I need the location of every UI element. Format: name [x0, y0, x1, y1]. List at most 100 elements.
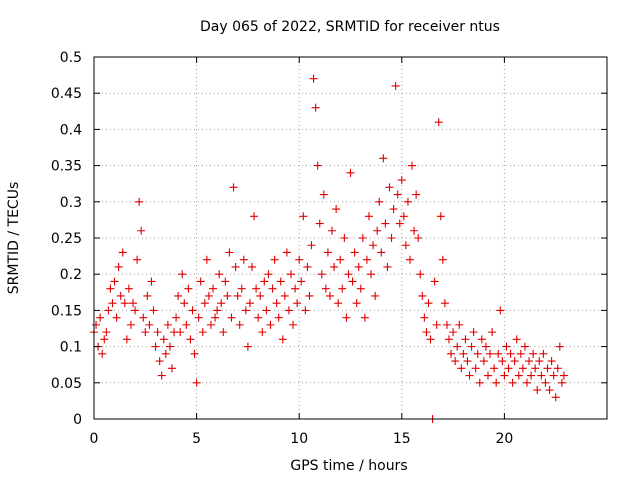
- data-point: [340, 234, 349, 242]
- data-point: [354, 262, 363, 271]
- data-point: [289, 320, 298, 329]
- data-point: [291, 284, 300, 293]
- data-point: [254, 313, 263, 322]
- data-point: [233, 291, 242, 300]
- data-point: [465, 371, 474, 380]
- data-point: [430, 277, 439, 286]
- data-point: [286, 270, 295, 279]
- data-point: [410, 226, 419, 235]
- data-point: [299, 212, 308, 221]
- data-point: [434, 118, 443, 127]
- data-point: [225, 248, 234, 257]
- data-point: [163, 320, 172, 329]
- y-tick-label: 0.05: [51, 376, 82, 392]
- data-point: [157, 371, 166, 380]
- data-point: [422, 328, 431, 337]
- data-point: [305, 291, 314, 300]
- data-point: [137, 226, 146, 235]
- data-point: [547, 357, 556, 366]
- data-point: [356, 284, 365, 293]
- data-point: [391, 81, 400, 90]
- data-point: [188, 306, 197, 315]
- data-point: [198, 328, 207, 337]
- data-point: [412, 190, 421, 199]
- data-point: [178, 270, 187, 279]
- data-point: [180, 299, 189, 308]
- data-point: [256, 291, 265, 300]
- data-point: [455, 320, 464, 329]
- data-point: [531, 364, 540, 373]
- data-point: [553, 364, 562, 373]
- x-tick-label: 20: [495, 431, 513, 447]
- data-point: [102, 328, 111, 337]
- data-point: [467, 342, 476, 351]
- data-point: [116, 291, 125, 300]
- data-point: [106, 284, 115, 293]
- data-point: [122, 335, 131, 344]
- data-point: [549, 371, 558, 380]
- data-point: [473, 349, 482, 358]
- data-point: [498, 357, 507, 366]
- data-point: [373, 226, 382, 235]
- data-point: [311, 103, 320, 112]
- data-point: [522, 378, 531, 387]
- data-point: [525, 357, 534, 366]
- data-point: [139, 313, 148, 322]
- data-point: [401, 241, 410, 250]
- data-point: [479, 357, 488, 366]
- data-point: [213, 306, 222, 315]
- data-point: [367, 270, 376, 279]
- data-point: [215, 270, 224, 279]
- data-point: [250, 212, 259, 221]
- data-point: [360, 313, 369, 322]
- data-point: [323, 248, 332, 257]
- data-point: [463, 357, 472, 366]
- data-point: [172, 313, 181, 322]
- data-points: [90, 74, 568, 423]
- data-point: [141, 328, 150, 337]
- data-point: [307, 241, 316, 250]
- data-point: [124, 284, 133, 293]
- data-point: [516, 349, 525, 358]
- data-point: [143, 291, 152, 300]
- x-tick-label: 15: [393, 431, 411, 447]
- data-point: [272, 299, 281, 308]
- data-point: [184, 284, 193, 293]
- data-point: [262, 306, 271, 315]
- data-point: [420, 313, 429, 322]
- data-point: [313, 161, 322, 170]
- data-point: [512, 335, 521, 344]
- y-tick-label: 0.1: [60, 340, 82, 356]
- data-point: [229, 183, 238, 192]
- data-point: [110, 277, 119, 286]
- data-point: [96, 313, 105, 322]
- data-point: [496, 306, 505, 315]
- data-point: [508, 378, 517, 387]
- data-point: [500, 371, 509, 380]
- data-point: [317, 270, 326, 279]
- data-point: [217, 299, 226, 308]
- x-tick-label: 0: [90, 431, 99, 447]
- data-point: [377, 248, 386, 257]
- data-point: [241, 306, 250, 315]
- tick-labels: 0 0.05 0.1 0.15 0.2 0.25 0.3 0.35 0.4 0.45 0.5 0 5 10…: [51, 50, 513, 447]
- data-point: [520, 342, 529, 351]
- data-point: [387, 234, 396, 242]
- data-point: [364, 212, 373, 221]
- data-point: [167, 364, 176, 373]
- data-point: [245, 299, 254, 308]
- data-point: [321, 284, 330, 293]
- data-point: [559, 371, 568, 380]
- data-point: [174, 291, 183, 300]
- data-point: [408, 161, 417, 170]
- data-point: [202, 255, 211, 264]
- data-point: [399, 212, 408, 221]
- data-point: [297, 277, 306, 286]
- data-point: [426, 335, 435, 344]
- data-point: [502, 342, 511, 351]
- data-point: [362, 255, 371, 264]
- x-tick-label: 10: [290, 431, 308, 447]
- data-point: [243, 342, 252, 351]
- x-axis-label: GPS time / hours: [290, 458, 407, 474]
